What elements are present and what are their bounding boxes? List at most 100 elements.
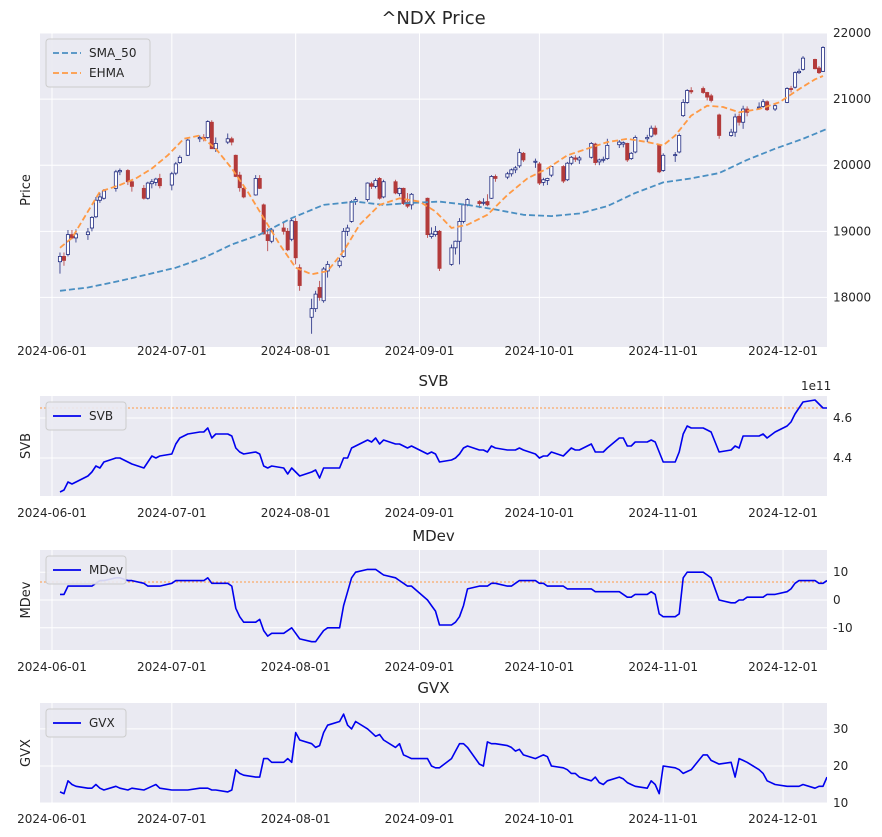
candle (821, 46, 826, 73)
candle (737, 113, 742, 126)
price-series-sma_50 (59, 128, 827, 292)
candle (93, 196, 98, 219)
candle (541, 177, 546, 186)
candle (677, 133, 682, 154)
gvx-ytick-label: 10 (833, 796, 848, 810)
candle (797, 68, 802, 74)
svb-xtick-label: 2024-09-01 (385, 506, 455, 520)
gvx-ytick-label: 20 (833, 759, 848, 773)
candle (597, 158, 602, 166)
svb-xtick-label: 2024-12-01 (748, 506, 818, 520)
gvx-series-gvx (59, 713, 827, 795)
legend-label: SMA_50 (89, 46, 136, 60)
svb-offset-label: 1e11 (801, 379, 831, 393)
mdev-xtick-label: 2024-08-01 (261, 660, 331, 674)
mdev-marks (40, 568, 827, 643)
price-legend: SMA_50 EHMA (45, 38, 151, 88)
price-ytick-label: 21000 (833, 92, 871, 106)
candle (57, 252, 62, 274)
price-title: ^NDX Price (381, 8, 485, 29)
gvx-panel: 2024-06-01 2024-07-01 2024-08-01 2024-09-01… (17, 679, 848, 826)
mdev-ytick-label: 0 (833, 593, 841, 607)
legend-label: EHMA (89, 66, 125, 80)
gvx-xtick-label: 2024-07-01 (137, 812, 207, 826)
price-xtick-label: 2024-07-01 (137, 344, 207, 358)
gvx-title: GVX (417, 679, 449, 697)
candle (281, 221, 286, 235)
price-ylabel: Price (19, 174, 34, 206)
candle (565, 161, 570, 182)
candle (793, 71, 798, 89)
candle (689, 87, 694, 94)
candle (185, 138, 190, 156)
candle (453, 240, 458, 255)
candle (377, 177, 382, 200)
candle (653, 125, 658, 136)
candle (393, 179, 398, 195)
candle (61, 252, 66, 266)
candle (149, 179, 154, 189)
price-xtick-label: 2024-11-01 (628, 344, 698, 358)
candle (533, 158, 538, 168)
candle (397, 187, 402, 197)
candle (733, 113, 738, 137)
candle (157, 173, 162, 189)
price-ytick-label: 19000 (833, 224, 871, 238)
candle (401, 187, 406, 205)
candle (69, 229, 74, 240)
candle (129, 180, 134, 192)
candle (113, 169, 118, 192)
candle (289, 218, 294, 242)
candle (561, 165, 566, 184)
candle (785, 87, 790, 104)
candle (481, 198, 486, 206)
candle (717, 113, 722, 139)
gvx-legend: GVX (45, 708, 127, 738)
svb-ytick-label: 4.4 (833, 451, 852, 465)
candle (489, 175, 494, 199)
candle (365, 182, 370, 202)
mdev-xtick-label: 2024-12-01 (748, 660, 818, 674)
candle (373, 178, 378, 189)
candle (349, 200, 354, 223)
candle (617, 140, 622, 149)
price-panel: 2024-06-01 2024-07-01 2024-08-01 2024-09-01… (17, 8, 871, 358)
svb-xtick-label: 2024-07-01 (137, 506, 207, 520)
candle (545, 177, 550, 186)
gvx-plot-area (40, 703, 827, 803)
candle (317, 280, 322, 301)
svb-ylabel: SVB (19, 433, 34, 459)
mdev-xtick-label: 2024-11-01 (628, 660, 698, 674)
price-series-ehma (59, 75, 824, 276)
gvx-xtick-label: 2024-11-01 (628, 812, 698, 826)
svb-xtick-label: 2024-10-01 (504, 506, 574, 520)
candle (313, 290, 318, 312)
candle (169, 171, 174, 191)
gvx-xtick-label: 2024-09-01 (385, 812, 455, 826)
candle (141, 185, 146, 200)
candle (265, 228, 270, 252)
candle (685, 89, 690, 104)
gvx-marks (59, 713, 827, 795)
candle (657, 144, 662, 174)
candle (337, 257, 342, 268)
price-marks (57, 46, 827, 334)
price-plot-area (40, 33, 827, 347)
candle (673, 151, 678, 162)
price-ytick-label: 20000 (833, 158, 871, 172)
mdev-ytick-label: -10 (833, 621, 853, 635)
candle (633, 135, 638, 154)
svb-series-svb (59, 399, 827, 493)
candle (649, 125, 654, 138)
candle (293, 218, 298, 265)
candle (645, 134, 650, 143)
candle (257, 175, 262, 190)
candle (205, 120, 210, 139)
candle (173, 161, 178, 176)
candle (485, 194, 490, 207)
svb-xtick-label: 2024-06-01 (17, 506, 87, 520)
legend-label: MDev (89, 563, 123, 577)
gvx-xtick-label: 2024-10-01 (504, 812, 574, 826)
price-xtick-label: 2024-06-01 (17, 344, 87, 358)
price-xtick-label: 2024-09-01 (385, 344, 455, 358)
